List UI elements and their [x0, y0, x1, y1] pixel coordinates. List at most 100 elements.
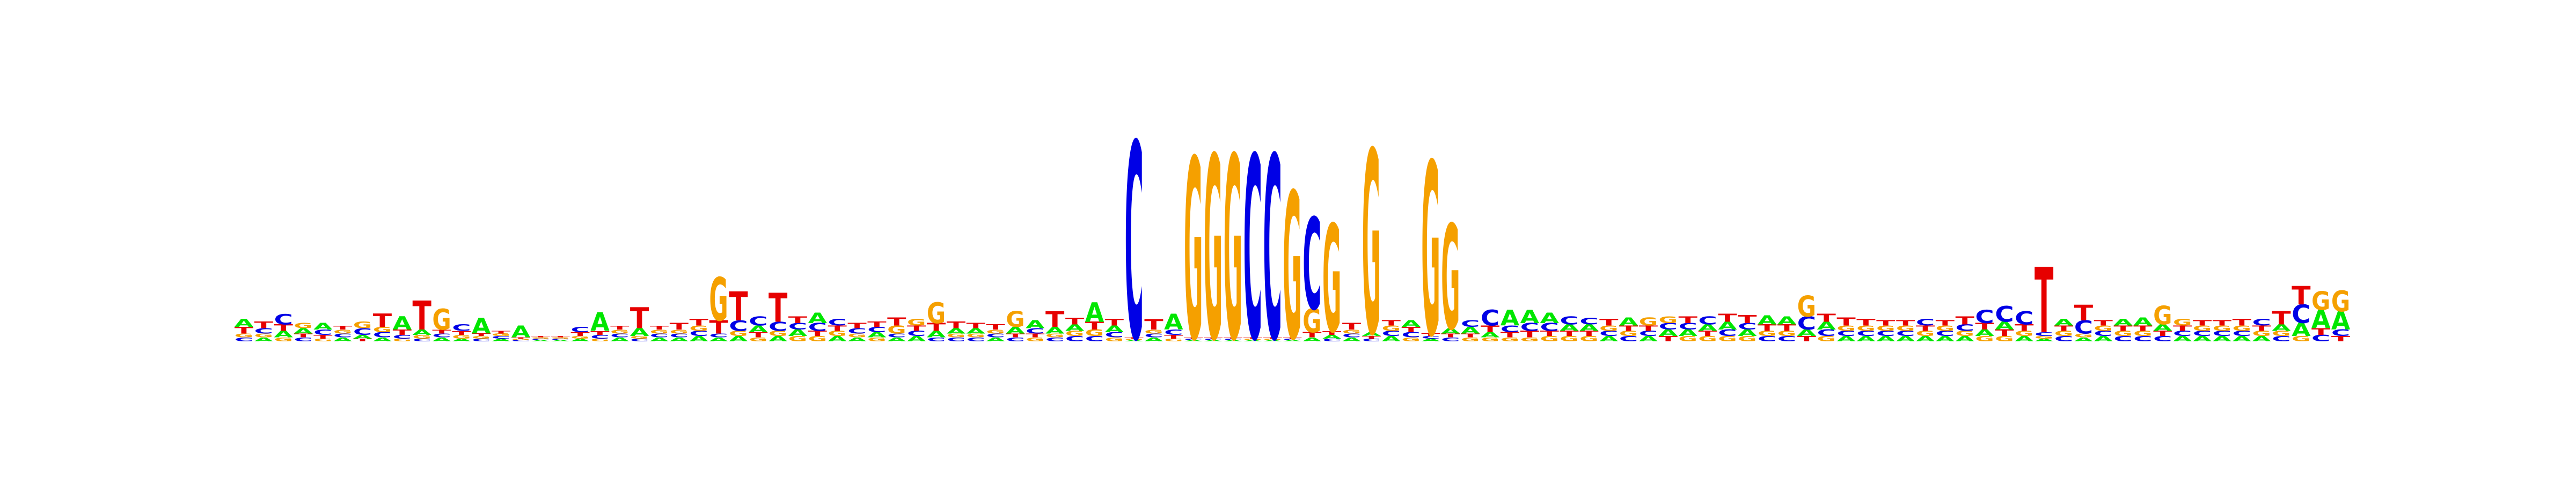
logo-letter-a: A	[1698, 323, 1717, 333]
logo-letter-g: G	[927, 297, 946, 330]
logo-letter-a: A	[2311, 305, 2331, 334]
logo-letter-t: T	[1579, 330, 1599, 338]
logo-letter-g: G	[1382, 324, 1401, 333]
logo-letter-a: A	[1144, 336, 1163, 343]
logo-letter-g: G	[2193, 324, 2212, 333]
logo-letter-c: C	[2233, 330, 2251, 338]
logo-letter-c: C	[274, 311, 292, 328]
logo-letter-t: T	[2133, 324, 2153, 333]
logo-letter-g: G	[1164, 338, 1183, 342]
logo-letter-t: T	[2074, 301, 2094, 326]
logo-letter-a: A	[1224, 340, 1242, 342]
logo-letter-c: C	[887, 333, 906, 339]
logo-letter-t: T	[1520, 330, 1540, 340]
logo-letter-a: A	[1401, 319, 1421, 329]
logo-letter-t: T	[1698, 330, 1717, 338]
logo-letter-t: T	[1481, 324, 1500, 335]
logo-letter-a: A	[353, 334, 372, 340]
logo-letter-g: G	[551, 337, 569, 339]
logo-letter-a: A	[867, 331, 886, 339]
logo-letter-t: T	[1916, 324, 1935, 333]
logo-letter-t: T	[412, 294, 431, 340]
logo-letter-t: T	[690, 318, 709, 328]
logo-letter-c: C	[1184, 339, 1203, 341]
logo-letter-a: A	[1718, 320, 1737, 332]
logo-letter-a: A	[1461, 325, 1480, 335]
logo-letter-c: C	[1836, 330, 1855, 338]
logo-letter-c: C	[1639, 330, 1658, 338]
logo-letter-t: T	[294, 332, 313, 339]
logo-letter-g: G	[1876, 324, 1895, 333]
logo-letter-c: C	[2292, 300, 2310, 329]
logo-letter-g: G	[749, 336, 767, 343]
logo-letter-g: G	[867, 336, 886, 343]
logo-letter-c: C	[590, 334, 609, 340]
logo-letter-a: A	[570, 338, 590, 342]
logo-letter-c: C	[986, 333, 1005, 339]
logo-letter-t: T	[1639, 324, 1658, 333]
logo-letter-t: T	[373, 311, 392, 331]
logo-letter-a: A	[1659, 328, 1678, 338]
logo-letter-a: A	[1797, 328, 1817, 338]
logo-letter-g: G	[1896, 324, 1915, 333]
logo-letter-c: C	[1777, 335, 1796, 343]
logo-letter-g: G	[887, 324, 906, 336]
logo-letter-c: C	[1421, 335, 1440, 340]
logo-letter-c: C	[313, 328, 332, 336]
logo-letter-c: C	[1579, 316, 1598, 326]
logo-letter-g: G	[630, 335, 649, 340]
logo-letter-g: G	[1322, 195, 1341, 367]
logo-letter-g: G	[650, 328, 669, 335]
logo-letter-t: T	[2094, 319, 2113, 327]
logo-letter-g: G	[294, 321, 312, 330]
logo-letter-g: G	[1243, 339, 1262, 341]
logo-letter-c: C	[1164, 328, 1183, 336]
logo-letter-a: A	[452, 338, 471, 342]
logo-letter-t: T	[1322, 330, 1342, 336]
logo-letter-t: T	[1382, 319, 1401, 327]
logo-letter-g: G	[1441, 195, 1460, 362]
logo-letter-a: A	[1758, 312, 1776, 327]
logo-letter-t: T	[1263, 337, 1282, 339]
logo-letter-t: T	[1876, 319, 1896, 327]
logo-letter-t: T	[1401, 326, 1421, 334]
logo-letter-g: G	[1144, 328, 1163, 335]
logo-letter-g: G	[1579, 334, 1598, 343]
logo-letter-c: C	[2113, 335, 2132, 343]
logo-letter-g: G	[847, 333, 866, 339]
logo-letter-c: C	[1283, 339, 1301, 341]
logo-letter-t: T	[1540, 330, 1559, 338]
logo-letter-c: C	[1006, 336, 1024, 343]
logo-letter-g: G	[531, 337, 550, 339]
logo-letter-c: C	[373, 331, 392, 339]
logo-letter-g: G	[2054, 330, 2073, 338]
logo-letter-a: A	[1382, 335, 1401, 343]
logo-letter-g: G	[1956, 330, 1974, 338]
logo-letter-g: G	[709, 265, 728, 334]
logo-letter-a: A	[1283, 340, 1301, 342]
logo-letter-a: A	[1995, 320, 2014, 332]
logo-letter-t: T	[274, 323, 293, 333]
logo-letter-t: T	[551, 336, 569, 338]
logo-letter-a: A	[2193, 335, 2212, 343]
logo-letter-c: C	[650, 333, 669, 339]
logo-letter-g: G	[967, 333, 985, 339]
